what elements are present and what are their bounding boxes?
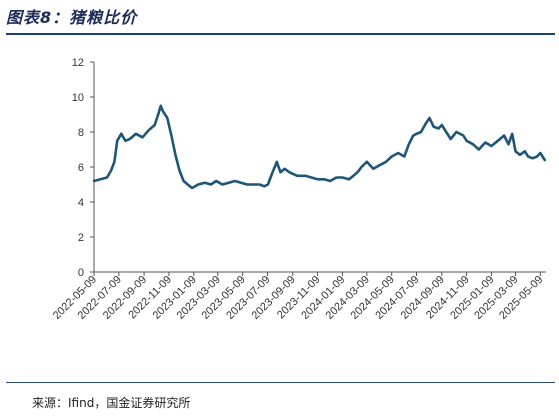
y-tick-label: 2 [78,232,84,244]
y-tick-label: 0 [78,267,84,279]
bottom-rule [6,382,555,383]
line-chart: 0 2 4 6 8 10 12 2022-05-092022-07-092022-09-09… [51,57,547,322]
series-line [92,104,547,190]
x-axis-ticks: 2022-05-092022-07-092022-09-092022-11-09… [51,272,545,322]
series-group [92,104,547,190]
y-tick-label: 4 [78,197,84,209]
figure-title: 图表8：猪粮比价 [6,8,138,27]
y-tick-label: 10 [72,92,84,104]
y-axis-ticks: 0 2 4 6 8 10 12 [72,57,94,279]
y-tick-label: 8 [78,127,84,139]
chart-axes [93,62,546,273]
top-rule [6,33,555,35]
y-tick-label: 6 [78,162,84,174]
source-note: 来源：Ifind，国金证券研究所 [32,396,191,410]
y-tick-label: 12 [72,57,84,69]
